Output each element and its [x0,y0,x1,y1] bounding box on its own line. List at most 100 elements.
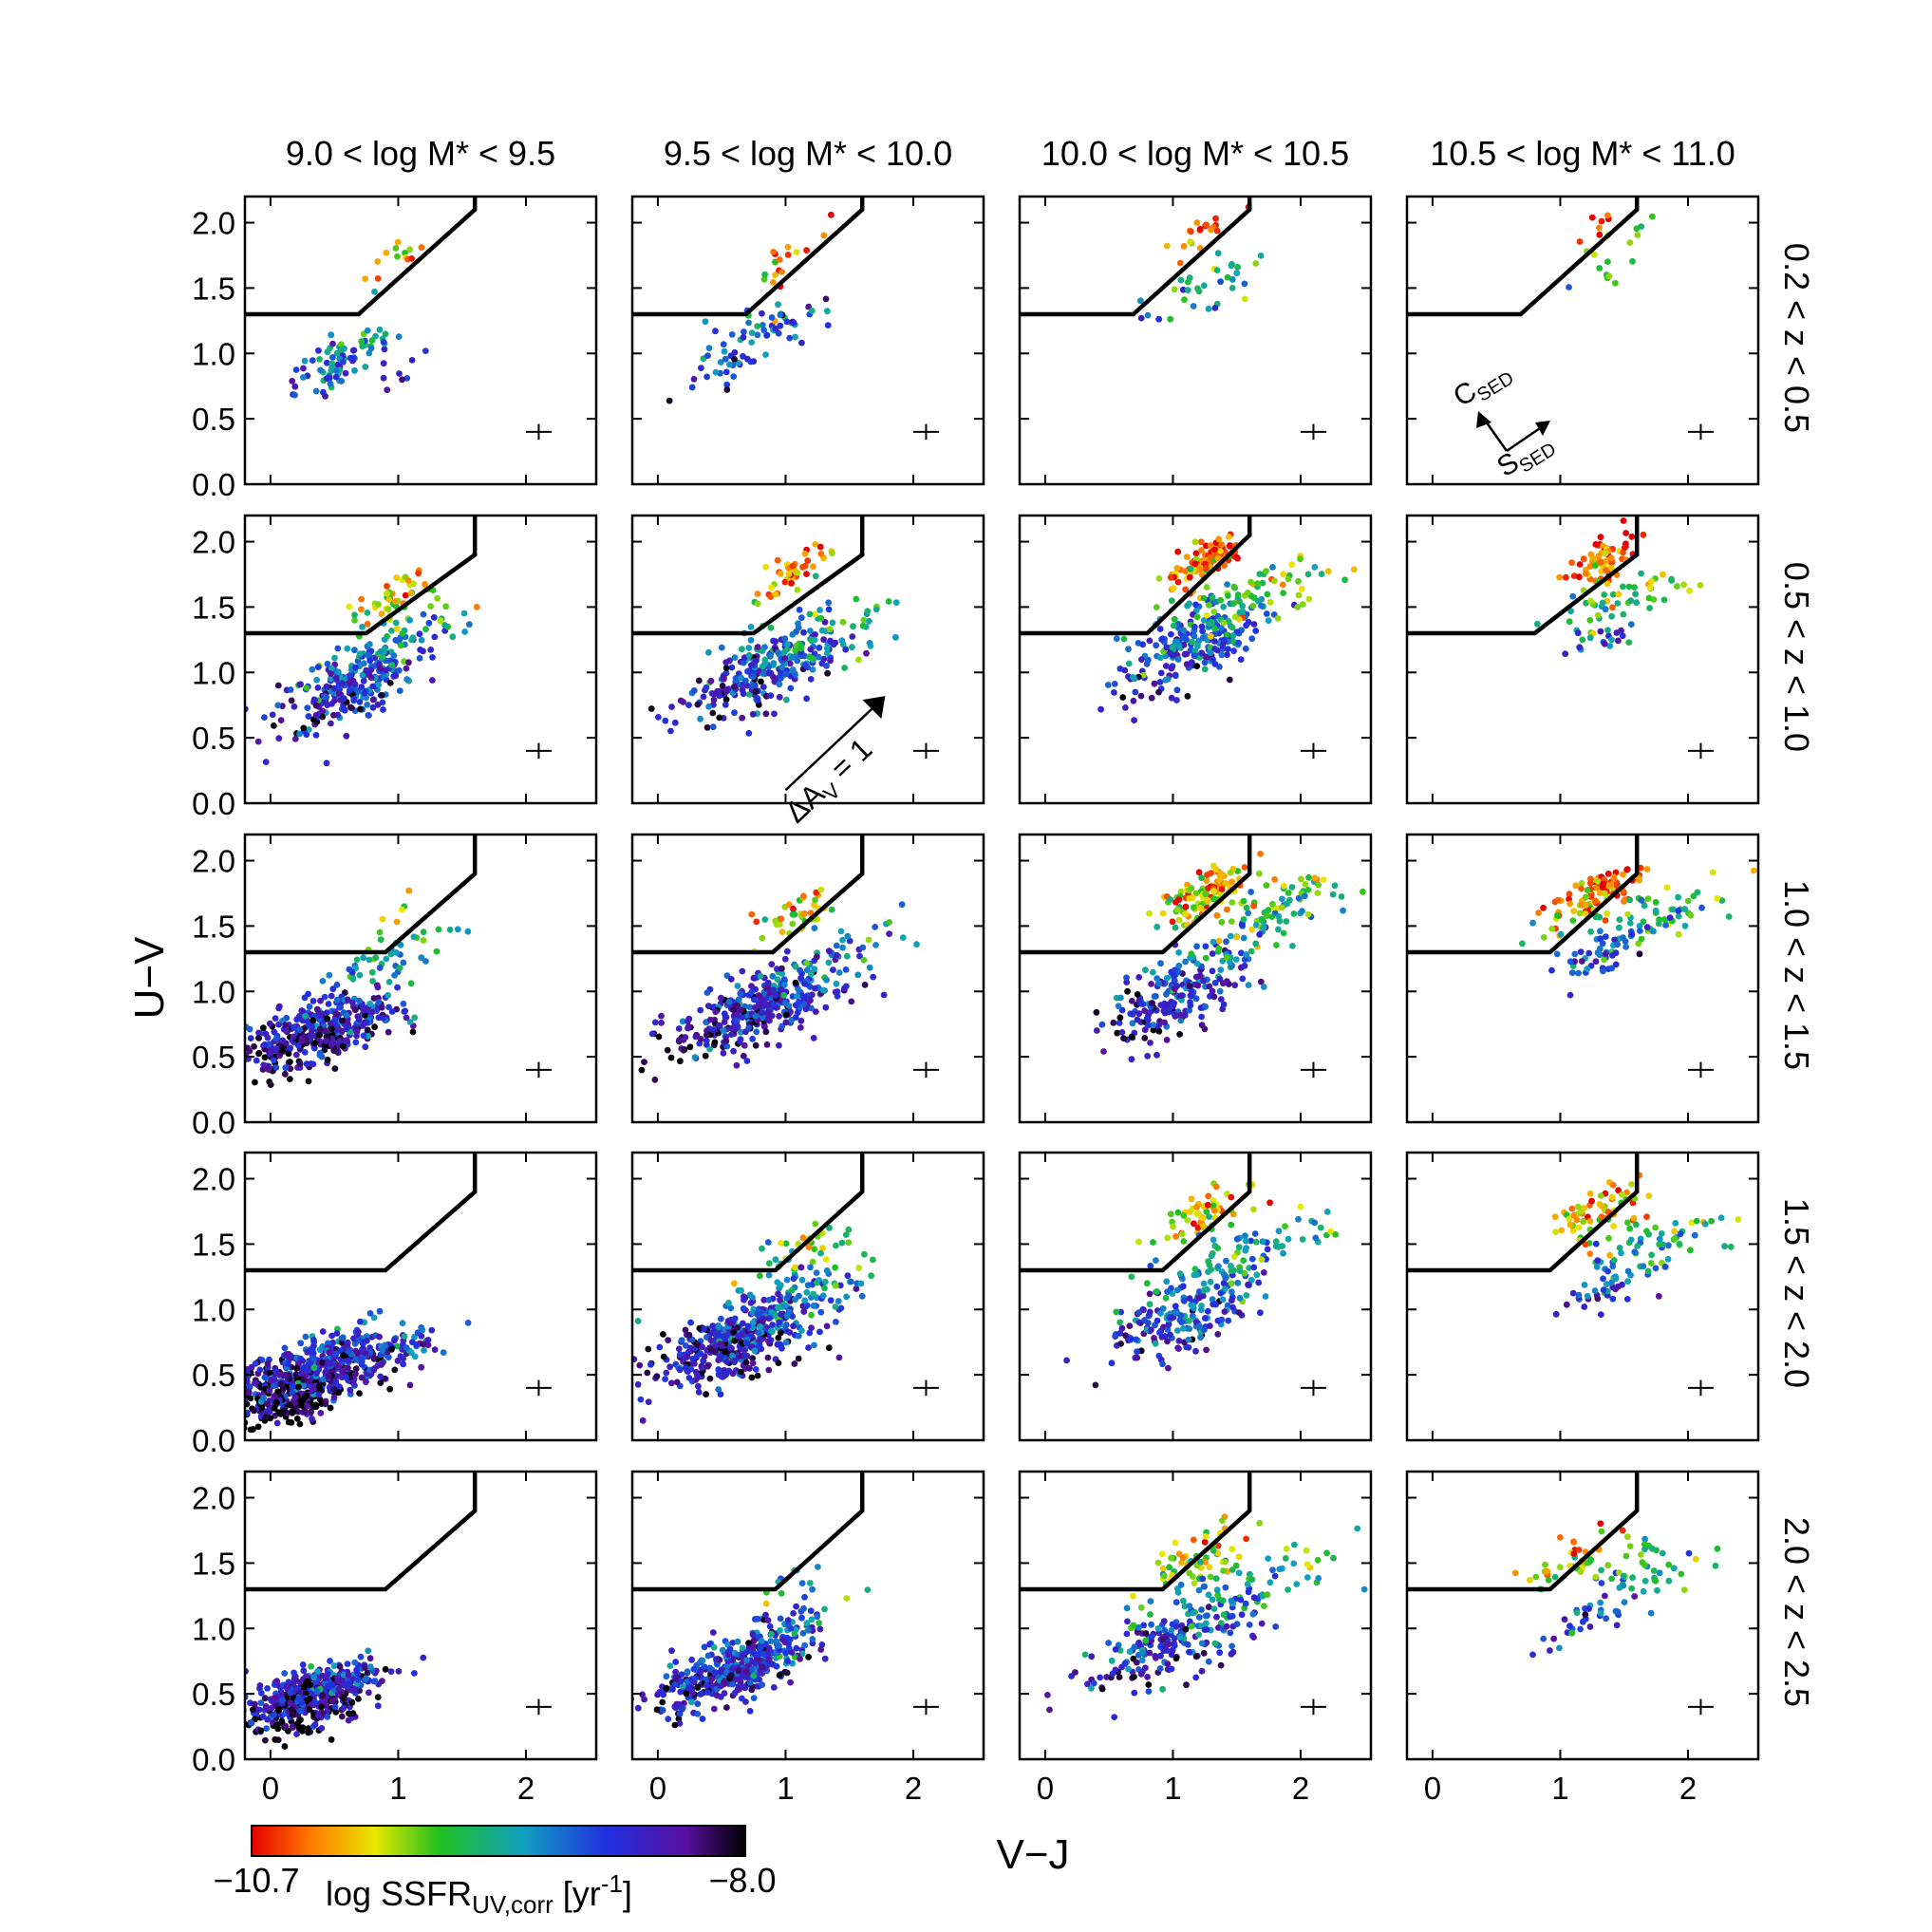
data-point [717,1391,724,1397]
data-point [345,1357,352,1364]
data-point [760,1296,768,1304]
data-point [1184,1217,1191,1224]
data-point [270,1382,277,1389]
data-point [394,984,401,991]
data-point [376,326,384,333]
data-point [1279,895,1285,903]
data-point [336,1038,344,1044]
data-point [1638,935,1645,943]
data-point [641,1059,647,1065]
data-point [1628,1181,1635,1188]
data-point [1172,1303,1179,1310]
data-point [767,624,775,631]
data-point [704,352,711,359]
data-point [854,971,862,979]
data-point [1302,881,1309,888]
data-point [1223,978,1230,985]
data-point [1224,651,1230,659]
data-point [662,717,669,724]
data-point [1139,641,1147,648]
data-point [1182,586,1190,593]
data-point [1323,1209,1331,1215]
data-point [1214,250,1222,257]
data-point [400,1360,406,1368]
data-point [1201,666,1209,673]
data-point [1208,870,1214,876]
data-point [1173,565,1181,572]
data-point [790,654,797,661]
data-point [1613,881,1621,889]
data-point [1184,693,1191,700]
data-point [783,1312,791,1320]
data-point [333,1011,341,1018]
data-point [1199,1214,1207,1222]
data-point [1360,888,1366,895]
data-point [1210,1207,1218,1214]
data-point [385,991,391,999]
data-point [1260,984,1267,990]
data-point [1193,960,1201,967]
data-point [765,669,773,677]
data-point [376,928,384,936]
data-point [730,1047,737,1055]
data-point [749,710,757,718]
data-point [1248,635,1256,643]
data-point [269,711,276,719]
data-point [1218,886,1226,892]
data-point [1582,893,1589,901]
data-point [309,1032,316,1040]
data-point [351,366,358,374]
data-point [1199,634,1207,642]
data-point [772,1256,779,1264]
data-point [808,307,816,314]
data-point [731,1280,738,1287]
data-point [1179,286,1187,293]
data-point [1179,1283,1187,1290]
data-point [309,666,316,673]
data-point [1185,1336,1192,1343]
data-point [308,1060,314,1067]
data-point [268,1378,274,1384]
data-point [1212,1183,1220,1191]
data-point [1245,982,1252,988]
data-point [366,956,373,964]
data-point [667,1054,675,1061]
data-point [786,660,794,667]
data-point [359,624,366,630]
data-point [812,541,819,548]
data-point [1569,917,1577,924]
data-point [311,1040,319,1047]
data-point [872,942,879,948]
data-point [1211,546,1218,553]
data-point [277,717,285,723]
data-point [1624,910,1631,918]
data-point [289,378,296,385]
data-point [1204,1201,1211,1209]
data-point [1204,896,1211,904]
data-point [632,1356,638,1363]
data-point [866,964,873,971]
data-point [716,714,723,722]
data-point [1228,1221,1235,1229]
data-point [655,1033,663,1041]
data-point [1633,599,1641,607]
data-point [1239,603,1247,610]
data-point [1304,910,1312,918]
data-point [1174,1344,1182,1352]
data-point [1553,911,1561,919]
dust-vector-arrow [784,703,879,792]
data-point [839,936,846,944]
data-point [1191,904,1197,911]
data-point [644,1369,651,1377]
data-point [271,1057,277,1064]
data-point [663,1369,670,1377]
data-point [323,760,330,767]
data-point [1219,957,1227,965]
data-point [1122,704,1129,711]
data-point [1203,584,1210,591]
data-point [781,578,789,586]
data-point [819,1292,827,1300]
data-point [688,384,696,391]
data-point [1297,1203,1304,1210]
data-point [820,636,827,644]
